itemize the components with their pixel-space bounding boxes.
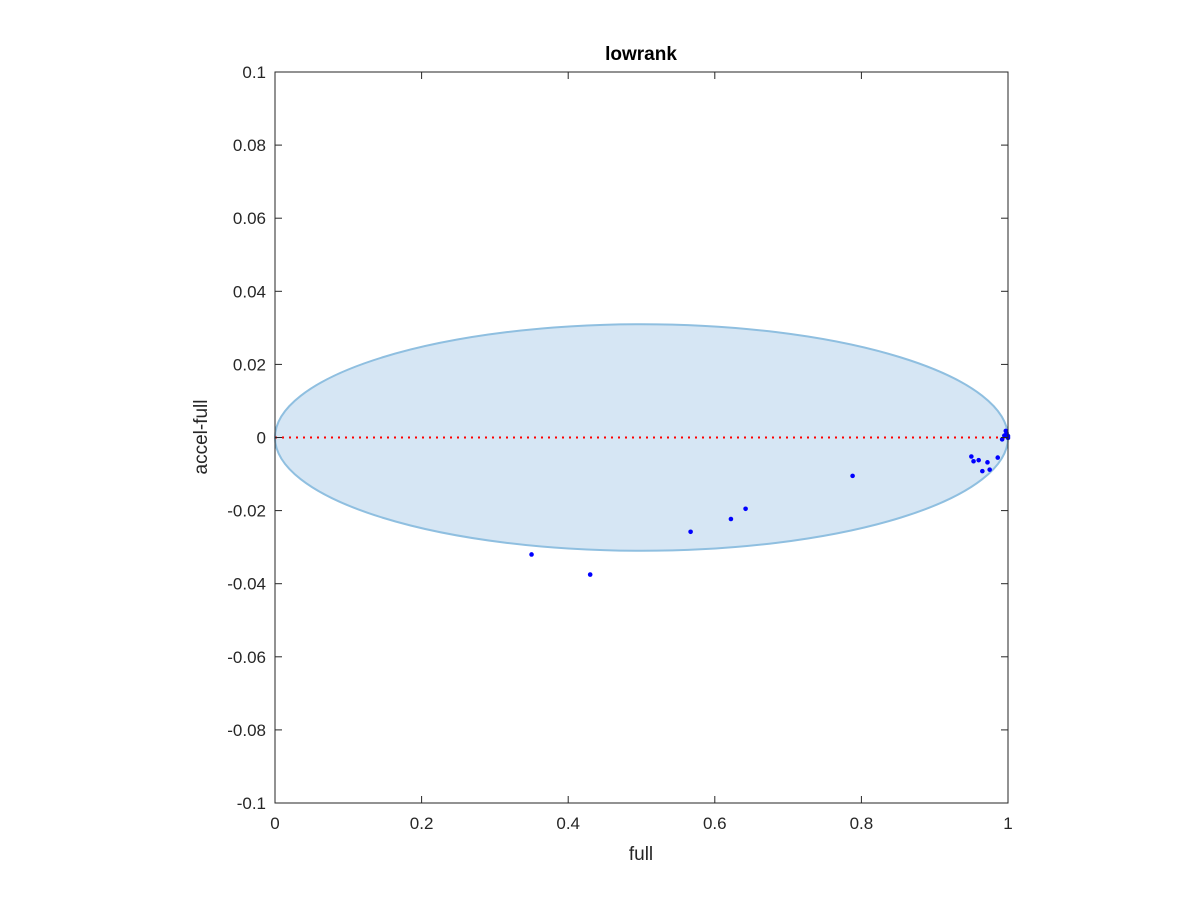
y-tick-label: 0.02 [233, 355, 266, 374]
x-tick-label: 0.2 [410, 814, 434, 833]
data-point [999, 437, 1005, 442]
y-tick-label: 0.04 [233, 282, 266, 301]
data-point [985, 460, 990, 465]
data-point [728, 516, 734, 522]
data-point [995, 455, 1001, 460]
data-point [743, 506, 748, 512]
data-point [976, 457, 981, 463]
x-axis-label: full [629, 844, 653, 865]
data-point [987, 467, 992, 472]
y-tick-label: 0.08 [233, 136, 266, 155]
x-tick-label: 0.8 [850, 814, 874, 833]
data-point [587, 572, 593, 577]
y-tick-label: 0.06 [233, 209, 266, 228]
x-tick-label: 0.4 [556, 814, 580, 833]
data-point [971, 458, 976, 464]
data-point [980, 468, 985, 474]
data-point [850, 473, 855, 479]
data-point [688, 529, 693, 535]
y-axis-label: accel-full [191, 400, 212, 475]
data-point [529, 552, 534, 557]
y-tick-label: 0 [257, 429, 266, 448]
y-tick-label: -0.08 [227, 721, 266, 740]
x-tick-label: 0 [270, 814, 279, 833]
data-point [969, 454, 974, 459]
y-tick-label: -0.04 [227, 575, 266, 594]
y-tick-label: 0.1 [242, 63, 266, 82]
x-tick-label: 1 [1003, 814, 1012, 833]
chart-title: lowrank [605, 44, 677, 65]
y-tick-label: -0.1 [237, 794, 266, 813]
x-tick-label: 0.6 [703, 814, 727, 833]
y-tick-label: -0.06 [227, 648, 266, 667]
y-tick-label: -0.02 [227, 502, 266, 521]
